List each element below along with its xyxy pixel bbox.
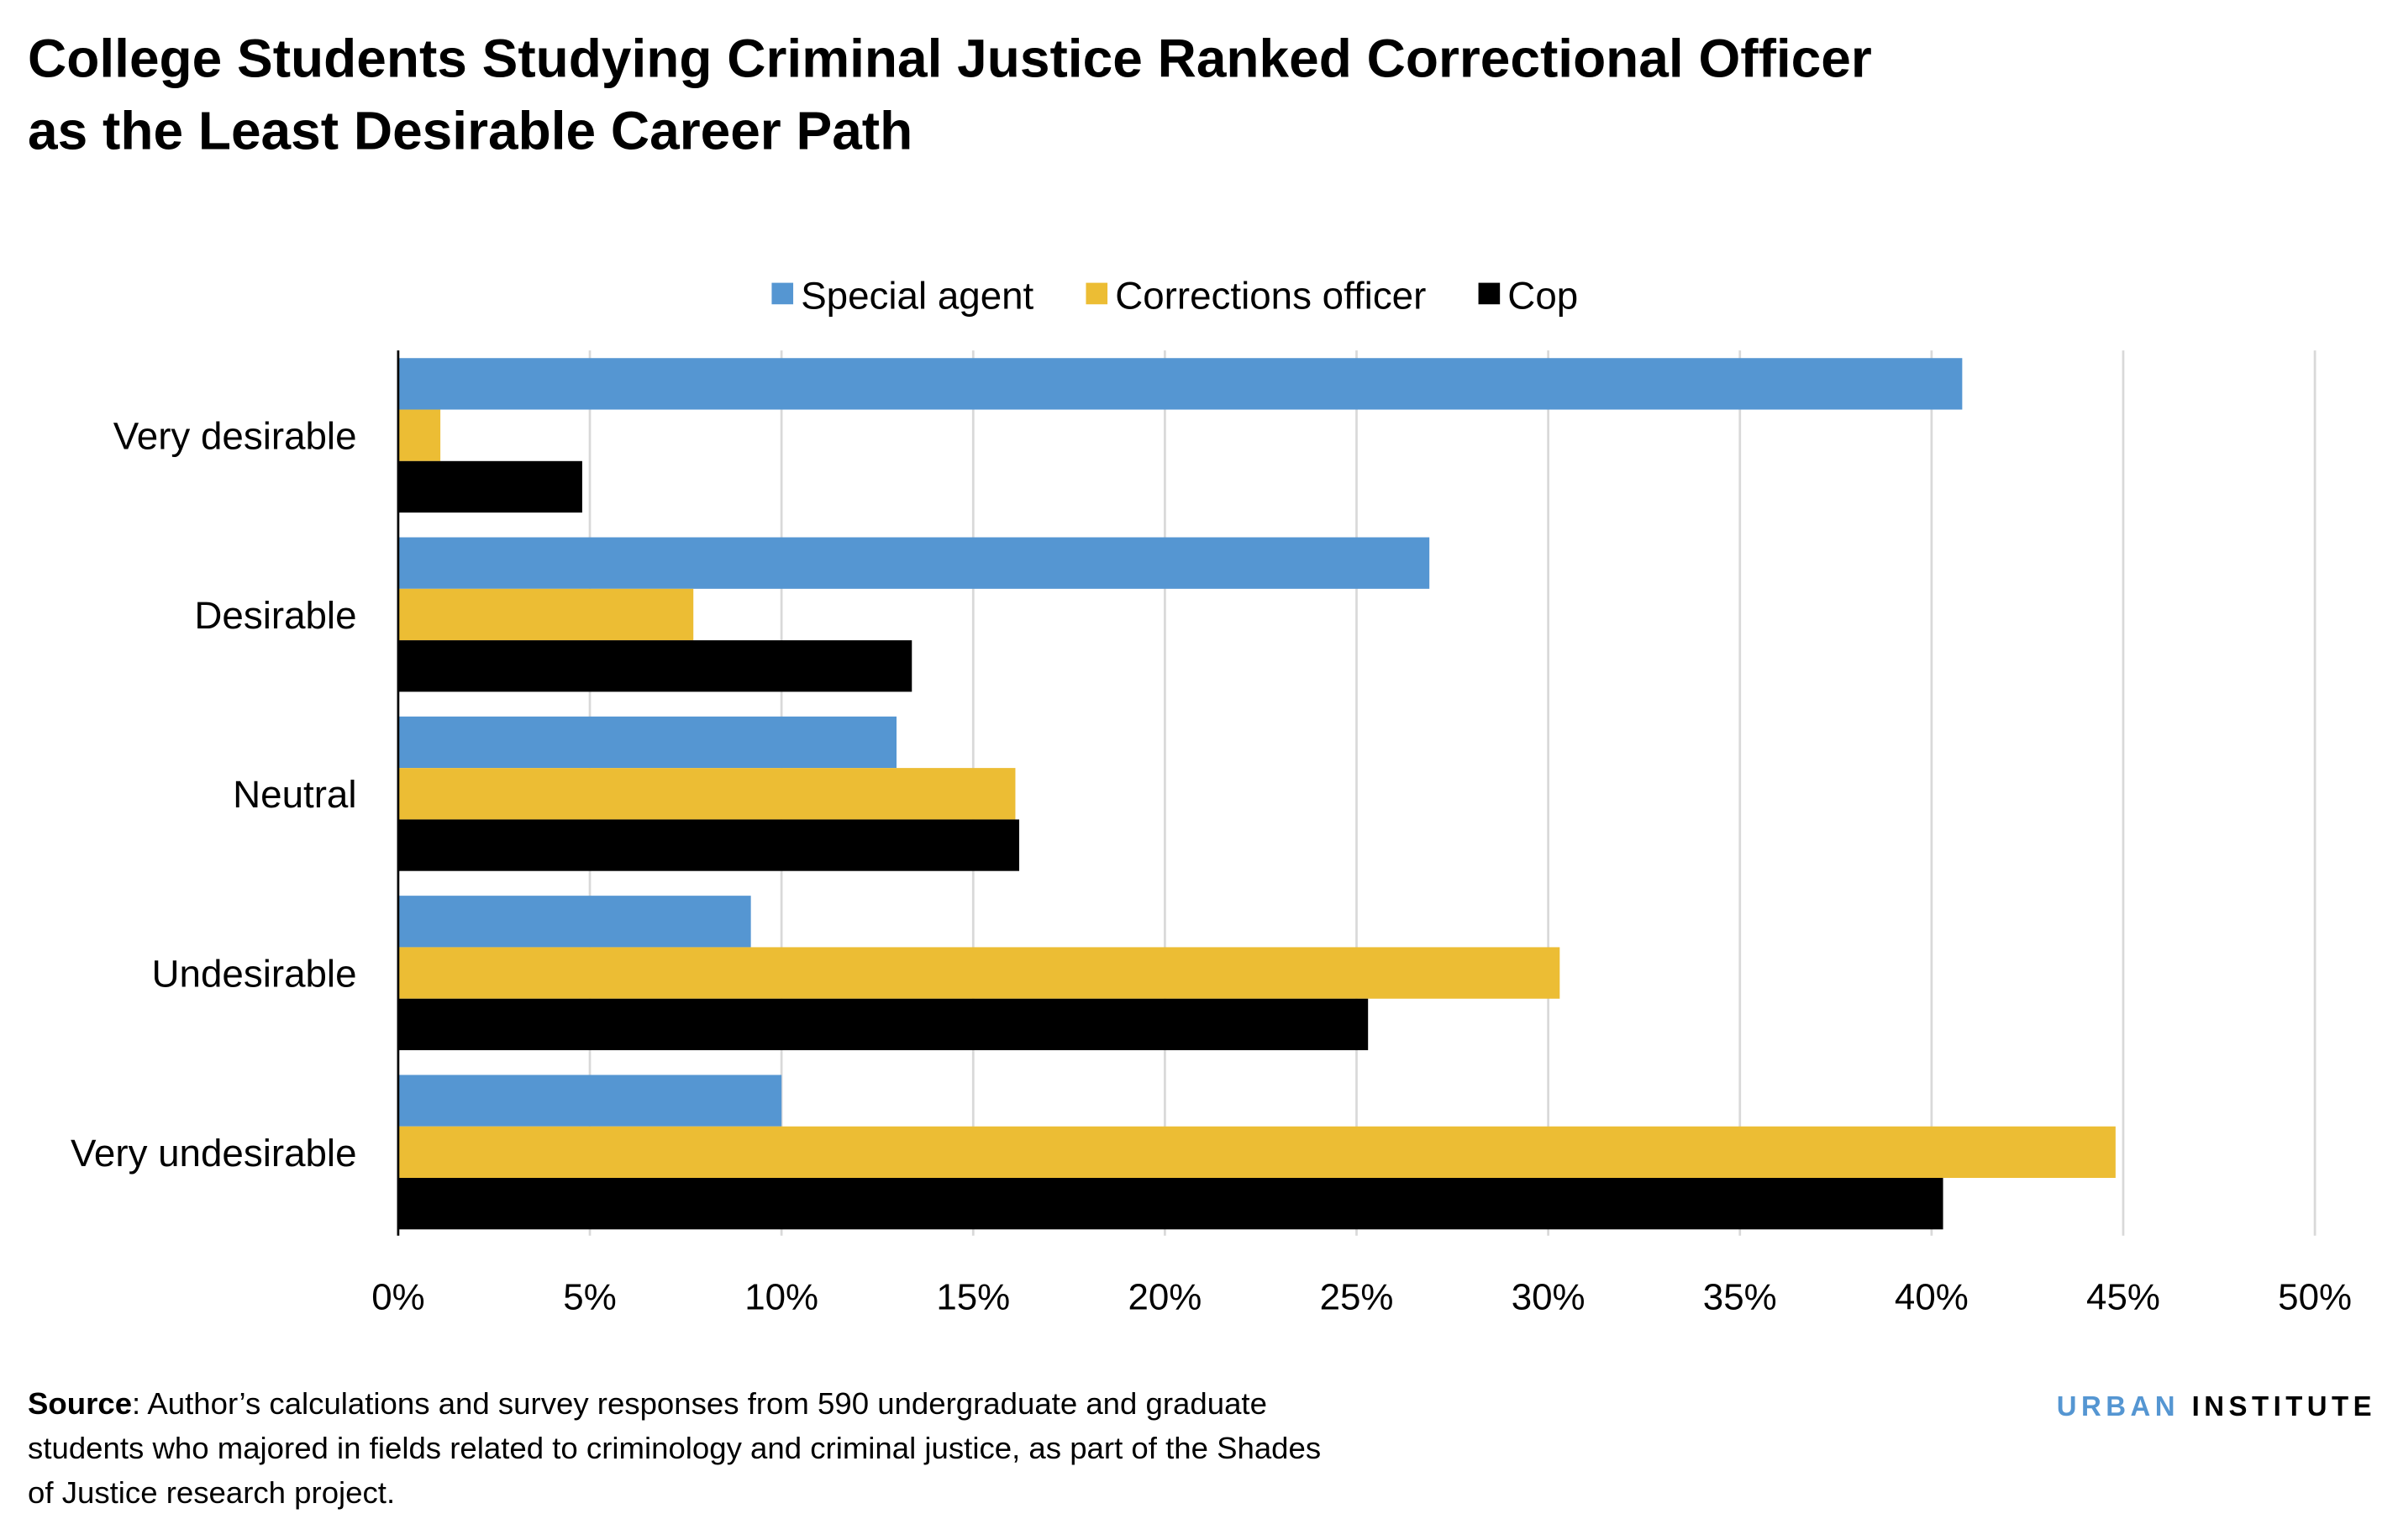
x-tick-label: 40% xyxy=(1895,1277,1969,1318)
x-tick-label: 20% xyxy=(1128,1277,1202,1318)
legend-swatch xyxy=(1478,282,1501,305)
bar-corrections-officer xyxy=(397,768,1016,820)
source-line-1: Source: Author’s calculations and survey… xyxy=(28,1386,1267,1421)
bar-cop xyxy=(397,640,912,692)
bar-special-agent xyxy=(397,358,1963,410)
category-label: Undesirable xyxy=(152,953,357,996)
x-tick-label: 25% xyxy=(1320,1277,1394,1318)
legend-swatch xyxy=(771,282,794,305)
category-label: Very undesirable xyxy=(71,1132,357,1175)
category-label: Neutral xyxy=(233,773,356,816)
logo-part-1: URBAN xyxy=(2057,1390,2180,1422)
bar-corrections-officer xyxy=(397,588,694,641)
gridlines xyxy=(588,350,2316,1236)
chart-title-line-2: as the Least Desirable Career Path xyxy=(28,100,912,160)
bar-corrections-officer xyxy=(397,1126,2116,1179)
source-line-2: students who majored in fields related t… xyxy=(28,1431,1321,1465)
x-tick-label: 30% xyxy=(1512,1277,1586,1318)
urban-institute-logo: URBAN INSTITUTE xyxy=(2057,1390,2376,1422)
legend: Special agent Corrections officer Cop xyxy=(771,275,1578,318)
legend-label: Corrections officer xyxy=(1115,275,1426,318)
bar-special-agent xyxy=(397,1075,782,1127)
bars xyxy=(397,358,2116,1230)
x-tick-label: 15% xyxy=(936,1277,1010,1318)
bar-corrections-officer xyxy=(397,947,1560,999)
chart-title-line-1: College Students Studying Criminal Justi… xyxy=(28,28,1872,88)
bar-cop xyxy=(397,1178,1943,1230)
legend-label: Cop xyxy=(1507,275,1578,318)
bar-special-agent xyxy=(397,537,1430,589)
bar-corrections-officer xyxy=(397,409,441,461)
x-tick-label: 10% xyxy=(744,1277,818,1318)
bar-cop xyxy=(397,998,1369,1050)
x-tick-label: 35% xyxy=(1703,1277,1777,1318)
bar-cop xyxy=(397,460,582,513)
source-text-1: : Author’s calculations and survey respo… xyxy=(132,1386,1267,1421)
category-labels: Very desirable Desirable Neutral Undesirabl… xyxy=(71,415,357,1175)
x-tick-label: 50% xyxy=(2278,1277,2352,1318)
x-tick-labels: 0% 5% 10% 15% 20% 25% 30% 35% 40% 45% 50% xyxy=(371,1277,2352,1318)
logo-part-2: INSTITUTE xyxy=(2192,1390,2376,1422)
category-label: Desirable xyxy=(194,594,356,637)
x-tick-label: 45% xyxy=(2086,1277,2160,1318)
legend-swatch xyxy=(1086,282,1108,305)
legend-label: Special agent xyxy=(801,275,1033,318)
source-label: Source xyxy=(28,1386,132,1421)
bar-special-agent xyxy=(397,896,751,948)
bar-cop xyxy=(397,819,1020,871)
x-tick-label: 5% xyxy=(563,1277,616,1318)
category-label: Very desirable xyxy=(113,415,357,458)
bar-special-agent xyxy=(397,716,897,769)
source-line-3: of Justice research project. xyxy=(28,1475,395,1510)
x-tick-label: 0% xyxy=(371,1277,424,1318)
